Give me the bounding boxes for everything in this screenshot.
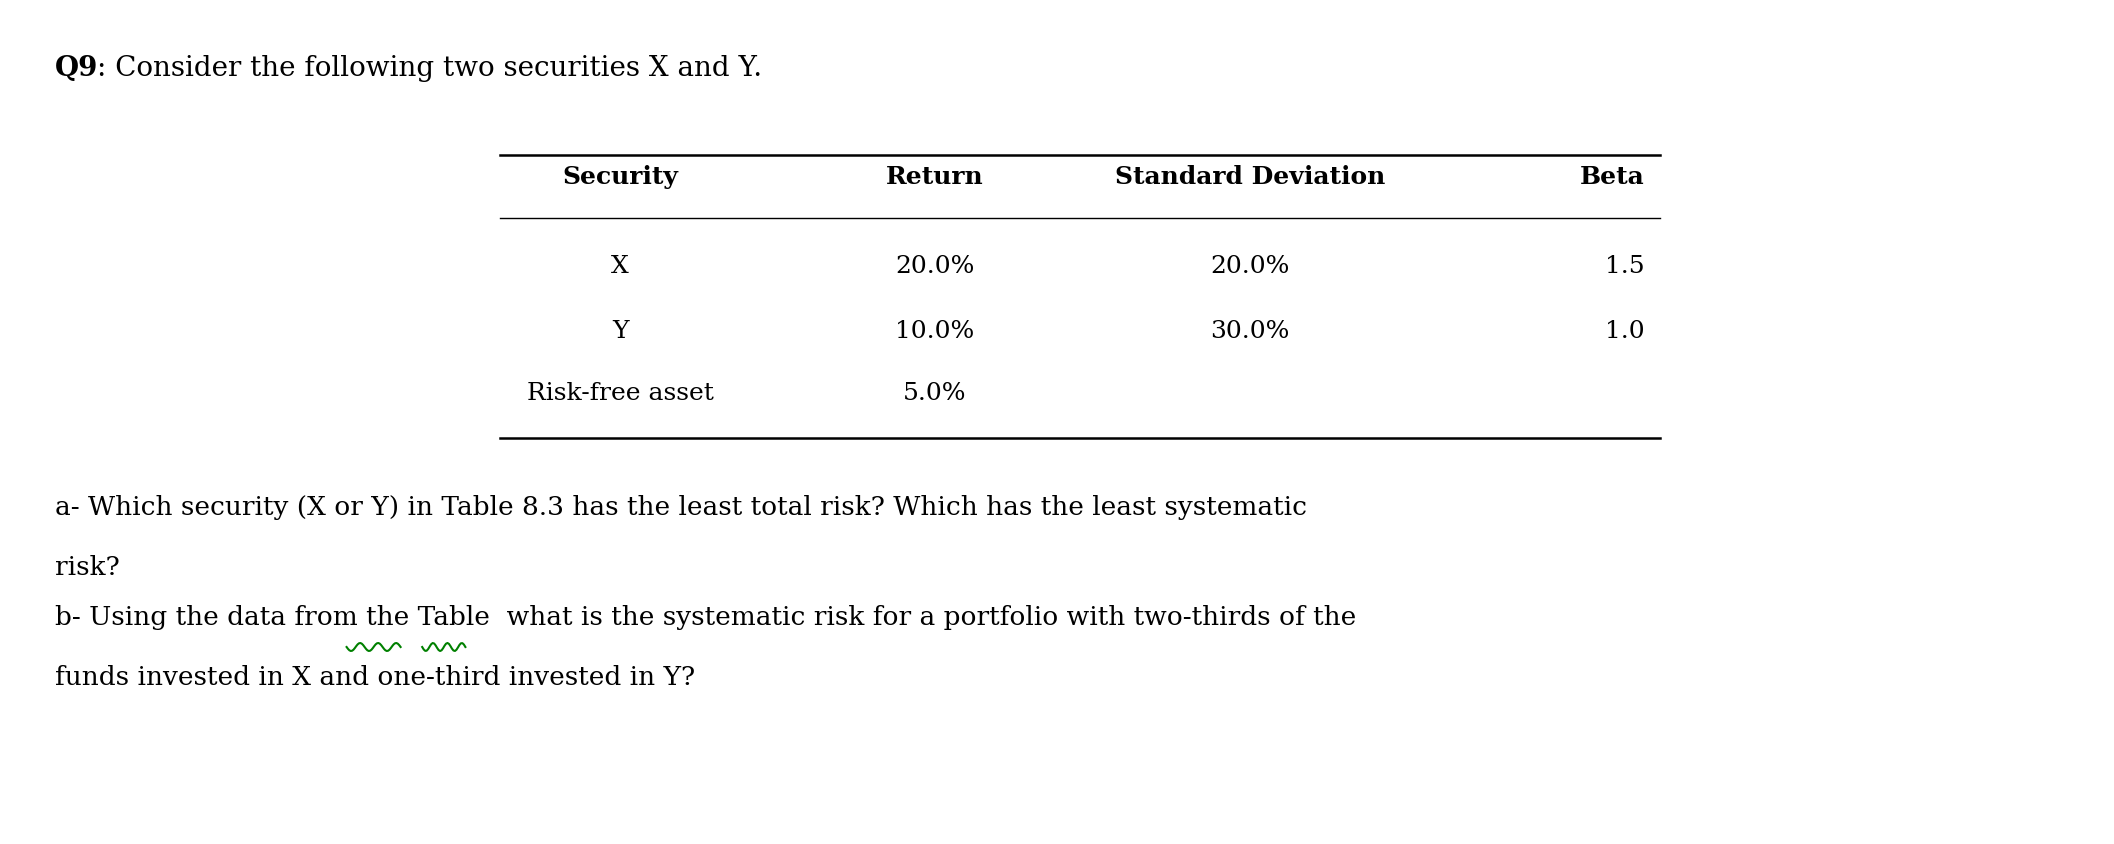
Text: 1.0: 1.0	[1605, 320, 1645, 343]
Text: Q9: Q9	[55, 55, 99, 82]
Text: Beta: Beta	[1581, 165, 1645, 189]
Text: X: X	[611, 255, 628, 278]
Text: risk?: risk?	[55, 555, 120, 580]
Text: b- Using the data from the Table  what is the systematic risk for a portfolio wi: b- Using the data from the Table what is…	[55, 605, 1357, 630]
Text: Return: Return	[886, 165, 983, 189]
Text: Security: Security	[562, 165, 679, 189]
Text: Y: Y	[611, 320, 628, 343]
Text: a- Which security (X or Y) in Table 8.3 has the least total risk? Which has the : a- Which security (X or Y) in Table 8.3 …	[55, 495, 1306, 520]
Text: : Consider the following two securities X and Y.: : Consider the following two securities …	[97, 55, 763, 82]
Text: Risk-free asset: Risk-free asset	[526, 382, 712, 405]
Text: 10.0%: 10.0%	[896, 320, 975, 343]
Text: 1.5: 1.5	[1605, 255, 1645, 278]
Text: Standard Deviation: Standard Deviation	[1114, 165, 1385, 189]
Text: 20.0%: 20.0%	[896, 255, 975, 278]
Text: funds invested in X and one-third invested in Y?: funds invested in X and one-third invest…	[55, 665, 696, 690]
Text: 20.0%: 20.0%	[1211, 255, 1290, 278]
Text: 30.0%: 30.0%	[1211, 320, 1290, 343]
Text: 5.0%: 5.0%	[903, 382, 966, 405]
